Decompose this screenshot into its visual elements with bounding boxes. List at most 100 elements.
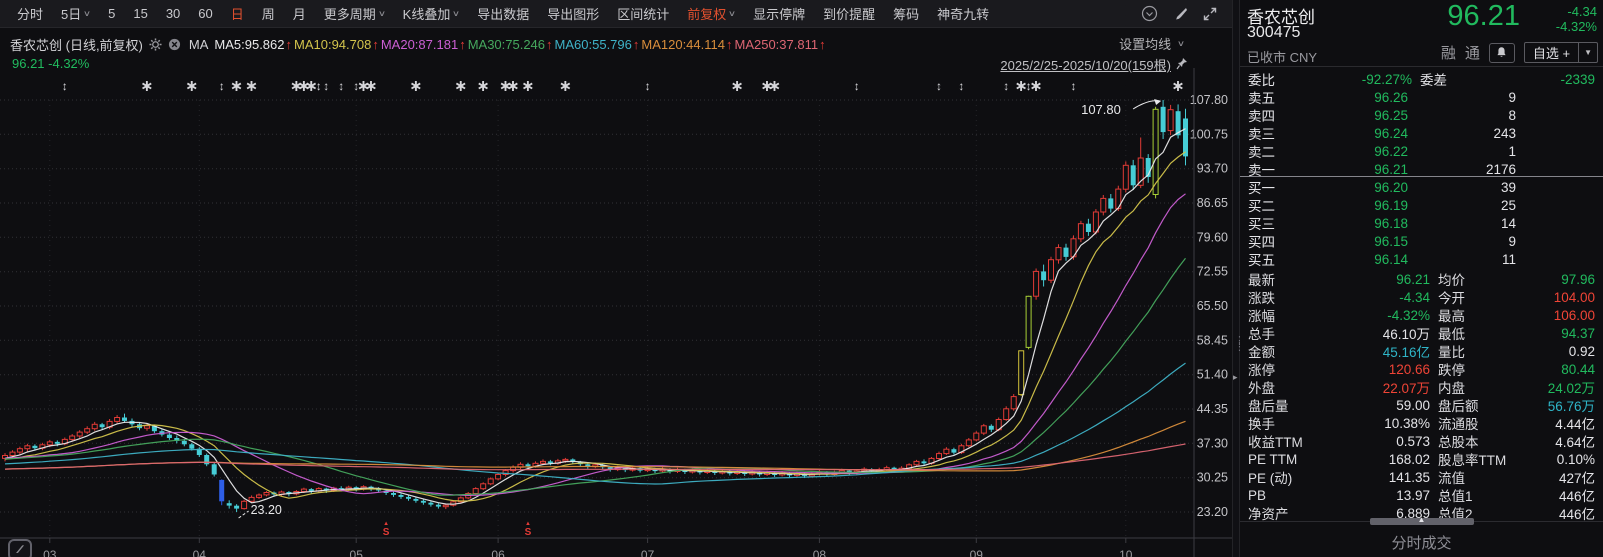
order-row-买四[interactable]: 买四 96.15 9 (1248, 233, 1516, 251)
toolbar-item-30[interactable]: 30 (165, 6, 181, 21)
stat-row-盘后量: 盘后量 59.00 盘后额 56.76万 (1248, 397, 1595, 415)
svg-text:37.30: 37.30 (1197, 436, 1228, 450)
ma-value-label: MA30:75.246 (467, 37, 546, 52)
svg-text:93.70: 93.70 (1197, 162, 1228, 176)
svg-text:72.55: 72.55 (1197, 265, 1228, 279)
weicha-value: -2339 (1560, 71, 1595, 87)
change-value: -4.34 (1567, 4, 1597, 19)
ma-trend-arrow: ↑ (285, 37, 293, 52)
toolbar-item-区间统计[interactable]: 区间统计 (617, 7, 670, 22)
toolbar-item-导出图形[interactable]: 导出图形 (547, 7, 600, 22)
svg-text:∗: ∗ (499, 78, 512, 95)
draw-brush-icon[interactable] (1172, 6, 1188, 22)
svg-text:↕: ↕ (62, 79, 68, 93)
splitter-collapse-icon: ▸ (1233, 372, 1238, 382)
chart-tools-button[interactable]: ∕∕ (8, 539, 32, 557)
svg-text:▲: ▲ (525, 521, 531, 527)
chevron-circle-icon[interactable] (1141, 5, 1158, 22)
toolbar-item-分时[interactable]: 分时 (17, 7, 44, 22)
toolbar-item-更多周期[interactable]: 更多周期 ∨ (323, 7, 386, 22)
svg-text:∗: ∗ (760, 78, 773, 95)
ma-value-label: MA10:94.708 (294, 37, 372, 52)
toolbar-items: 分时 5日 ∨ 5 15 30 60 日 周 月 更多周期 ∨ K线叠加 ∨ 导出数据 导出图形 区间统计 前复权… (8, 4, 1141, 23)
toolbar-item-60[interactable]: 60 (198, 6, 213, 21)
order-row-卖五[interactable]: 卖五 96.26 9 (1248, 89, 1516, 107)
chart-price-label: 96.21 -4.32% (12, 56, 90, 71)
ma-trend-arrow: ↑ (725, 37, 733, 52)
order-row-买五[interactable]: 买五 96.14 11 (1248, 251, 1516, 269)
quote-header: 香农芯创 300475 已收市 CNY 96.21 -4.34 -4.32% 融… (1240, 0, 1603, 67)
connect-badge: 通 (1464, 45, 1480, 62)
toolbar-item-5[interactable]: 5 (108, 6, 116, 21)
svg-text:↕: ↕ (353, 79, 359, 93)
panel-footer: ▲ 分时成交 (1240, 516, 1603, 557)
svg-text:↕: ↕ (1003, 79, 1009, 93)
order-row-卖四[interactable]: 卖四 96.25 8 (1248, 107, 1516, 125)
svg-text:∗: ∗ (1014, 78, 1027, 95)
panel-splitter[interactable]: ⋮⋮ ▸ (1232, 0, 1245, 557)
toolbar-item-日[interactable]: 日 (230, 7, 244, 22)
toolbar-item-显示停牌[interactable]: 显示停牌 (753, 7, 806, 22)
expand-icon[interactable] (1202, 6, 1218, 22)
change-percent: -4.32% (1555, 19, 1597, 34)
toolbar-item-筹码[interactable]: 筹码 (893, 7, 920, 22)
svg-text:∗: ∗ (230, 78, 243, 95)
stat-row-总手: 总手 46.10万 最低 94.37 (1248, 325, 1595, 343)
svg-text:23.20: 23.20 (251, 503, 282, 517)
quote-header-actions: 融 通 自选 + ▼ (1441, 42, 1598, 63)
toolbar-item-5日[interactable]: 5日 ∨ (61, 7, 92, 22)
order-row-买一[interactable]: 买一 96.20 39 (1248, 179, 1516, 197)
order-row-卖二[interactable]: 卖二 96.22 1 (1248, 143, 1516, 161)
stat-row-金额: 金额 45.16亿 量比 0.92 (1248, 343, 1595, 361)
order-row-卖三[interactable]: 卖三 96.24 243 (1248, 125, 1516, 143)
svg-text:∗: ∗ (305, 78, 318, 95)
price-alert-button[interactable] (1488, 42, 1515, 63)
toolbar-item-神奇九转[interactable]: 神奇九转 (937, 7, 990, 22)
toolbar-item-月[interactable]: 月 (292, 7, 306, 22)
toolbar-item-前复权[interactable]: 前复权 ∨ (687, 7, 737, 22)
ma-value-label: MA250:37.811 (734, 37, 819, 52)
ma-trend-arrow: ↑ (372, 37, 379, 52)
order-row-卖一[interactable]: 卖一 96.21 2176 (1240, 159, 1603, 178)
add-watchlist-button[interactable]: 自选 + ▼ (1523, 42, 1598, 63)
ma-value-label: MA60:55.796 (554, 37, 632, 52)
tab-tick-trades[interactable]: 分时成交 (1391, 535, 1452, 552)
stock-code: 300475 (1247, 24, 1301, 41)
svg-text:↕: ↕ (338, 79, 344, 93)
weibi-label: 委比 (1248, 73, 1275, 88)
stat-row-收益TTM: 收益TTM 0.573 总股本 4.64亿 (1248, 433, 1595, 451)
svg-text:↕: ↕ (1026, 79, 1032, 93)
svg-text:30.25: 30.25 (1197, 471, 1228, 485)
svg-text:51.40: 51.40 (1197, 368, 1228, 382)
svg-text:∗: ∗ (476, 78, 489, 95)
pin-icon[interactable] (1176, 57, 1188, 73)
stat-row-外盘: 外盘 22.07万 内盘 24.02万 (1248, 381, 1595, 396)
order-row-买二[interactable]: 买二 96.19 25 (1248, 197, 1516, 215)
toolbar-item-15[interactable]: 15 (133, 6, 148, 21)
order-row-买三[interactable]: 买三 96.18 14 (1248, 215, 1516, 233)
svg-text:S: S (383, 527, 390, 538)
panel-resize-handle[interactable]: ▲ (1369, 516, 1474, 525)
svg-text:04: 04 (193, 548, 207, 557)
stat-row-涨跌: 涨跌 -4.34 今开 104.00 (1248, 289, 1595, 307)
toolbar-item-K线叠加[interactable]: K线叠加 ∨ (402, 7, 461, 22)
date-range-label[interactable]: 2025/2/25-2025/10/20(159根) (1000, 55, 1188, 74)
stats-grid: 最新 96.21 均价 97.96 涨跌 -4.34 今开 104.00 涨幅 -4.32% 最高 1… (1240, 267, 1603, 523)
toolbar-item-周[interactable]: 周 (261, 7, 275, 22)
ma-value-label: MA5:95.862 (214, 37, 285, 52)
close-indicator-icon[interactable] (168, 38, 181, 51)
kline-chart-region: 107.80 100.75 93.70 86.65 79.60 72.55 65.50 58.… (0, 28, 1232, 557)
toolbar-item-导出数据[interactable]: 导出数据 (477, 7, 530, 22)
toolbar-item-到价提醒[interactable]: 到价提醒 (823, 7, 876, 22)
svg-text:07: 07 (641, 548, 655, 557)
svg-text:79.60: 79.60 (1197, 230, 1228, 244)
svg-text:∗: ∗ (409, 78, 422, 95)
svg-text:05: 05 (350, 548, 364, 557)
kline-chart[interactable]: 107.80 100.75 93.70 86.65 79.60 72.55 65.50 58.… (0, 28, 1232, 557)
ma-settings-dropdown[interactable]: 设置均线 ∨ (1119, 37, 1186, 52)
svg-text:107.80: 107.80 (1081, 102, 1121, 117)
svg-text:∗: ∗ (454, 78, 467, 95)
stat-row-PE (动): PE (动) 141.35 流值 427亿 (1248, 469, 1595, 487)
gear-icon[interactable] (149, 38, 162, 51)
